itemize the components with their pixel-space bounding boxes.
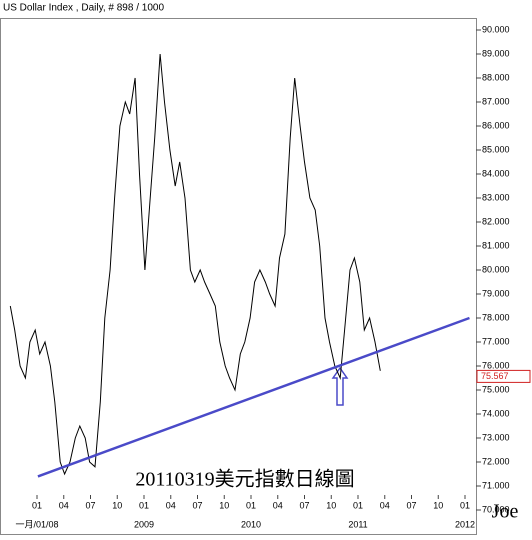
x-tick-label: 07 <box>85 500 95 510</box>
x-tick-label: 10 <box>433 500 443 510</box>
x-tick-label: 07 <box>407 500 417 510</box>
x-tick-label: 01 <box>460 500 470 510</box>
x-tick-label: 10 <box>219 500 229 510</box>
y-tick-label: 89.000 <box>482 48 510 58</box>
year-label: 2009 <box>134 519 154 529</box>
signature: Joe <box>492 501 519 523</box>
y-tick-label: 86.000 <box>482 120 510 130</box>
y-tick-label: 74.000 <box>482 408 510 418</box>
x-tick-label: 04 <box>380 500 390 510</box>
x-tick-label: 01 <box>246 500 256 510</box>
year-label: 2012 <box>455 519 475 529</box>
y-tick-label: 76.000 <box>482 360 510 370</box>
x-tick-label: 07 <box>193 500 203 510</box>
price-line <box>9 53 381 476</box>
x-tick-label: 01 <box>139 500 149 510</box>
y-tick-label: 75.000 <box>482 384 510 394</box>
year-label: 2011 <box>348 519 367 529</box>
trend-line <box>37 316 470 478</box>
y-tick-label: 70.000 <box>482 504 510 514</box>
arrow <box>331 366 349 406</box>
y-tick-label: 72.000 <box>482 456 510 466</box>
x-tick-label: 10 <box>326 500 336 510</box>
x-tick-label: 07 <box>300 500 310 510</box>
last-value-label: 75.567 <box>481 371 509 381</box>
y-tick-label: 83.000 <box>482 192 510 202</box>
y-tick-label: 80.000 <box>482 264 510 274</box>
x-tick-label: 01 <box>353 500 363 510</box>
y-tick-label: 84.000 <box>482 168 510 178</box>
year-label: 2010 <box>241 519 261 529</box>
last-value-box <box>476 369 531 383</box>
chart-title: US Dollar Index , Daily, # 898 / 1000 <box>3 3 164 14</box>
y-tick-label: 71.000 <box>482 480 510 490</box>
y-tick-label: 88.000 <box>482 72 510 82</box>
y-tick-label: 90.000 <box>482 24 510 34</box>
year-label: 一月/01/08 <box>15 519 58 529</box>
x-tick-label: 10 <box>112 500 122 510</box>
annotation: 20110319美元指數日線圖 <box>135 468 354 491</box>
y-tick-label: 78.000 <box>482 312 510 322</box>
x-tick-label: 04 <box>273 500 283 510</box>
y-tick-label: 81.000 <box>482 240 510 250</box>
x-tick-label: 01 <box>32 500 42 510</box>
y-tick-label: 85.000 <box>482 144 510 154</box>
y-tick-label: 87.000 <box>482 96 510 106</box>
y-tick-label: 77.000 <box>482 336 510 346</box>
x-tick-label: 04 <box>59 500 69 510</box>
x-tick-label: 04 <box>166 500 176 510</box>
y-tick-label: 73.000 <box>482 432 510 442</box>
y-tick-label: 82.000 <box>482 216 510 226</box>
y-tick-label: 79.000 <box>482 288 510 298</box>
